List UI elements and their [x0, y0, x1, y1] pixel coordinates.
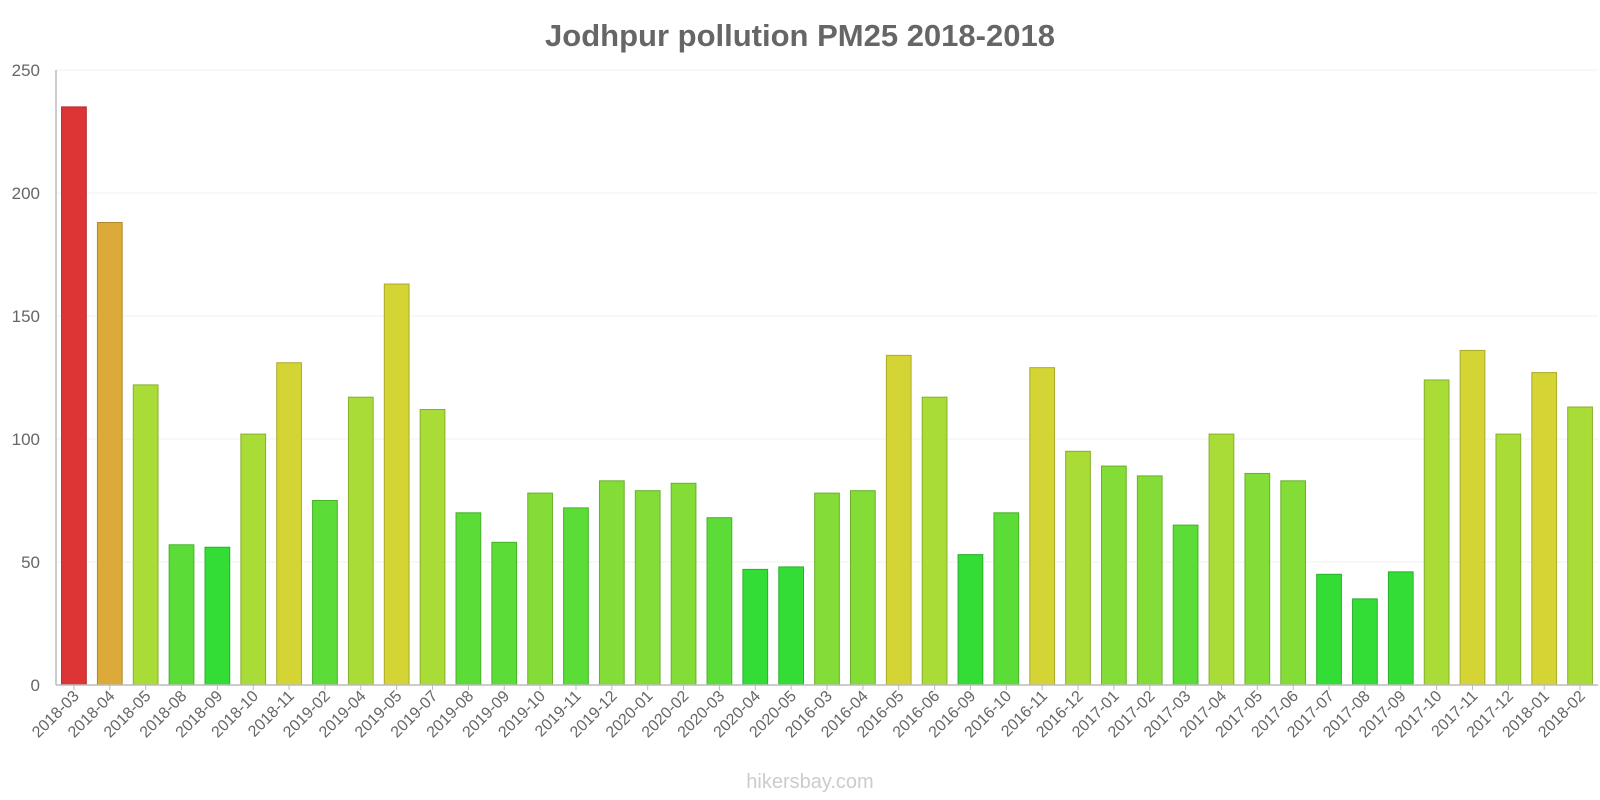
bar-2016-10: [993, 512, 1020, 686]
bar-2019-11: [563, 507, 589, 686]
bar-2017-12: [1495, 433, 1522, 686]
bar-2018-10: [240, 433, 267, 686]
bar-2018-02: [1567, 406, 1593, 686]
bar-2018-11: [276, 362, 302, 686]
bar-2019-02: [312, 500, 338, 686]
bar-2019-12: [598, 480, 625, 686]
credit-text: hikersbay.com: [746, 771, 873, 793]
bar-2017-02: [1136, 475, 1163, 686]
bar-2017-11: [1459, 349, 1486, 686]
bar-2016-11: [1029, 367, 1056, 686]
bar-2017-08: [1352, 598, 1378, 686]
bar-2019-10: [527, 492, 553, 686]
bar-2017-03: [1172, 524, 1199, 686]
bars: [61, 106, 1593, 686]
bar-2019-08: [455, 512, 482, 686]
bar-2016-04: [849, 490, 876, 686]
bar-2017-05: [1244, 472, 1271, 686]
y-axis-ticks: 0 50 100 150 200 250: [12, 61, 40, 695]
bar-2016-05: [885, 354, 912, 686]
bar-2017-07: [1316, 573, 1342, 686]
bar-2018-09: [204, 546, 231, 686]
bar-2019-05: [383, 283, 410, 686]
bar-2017-01: [1101, 465, 1127, 686]
bar-2016-12: [1065, 450, 1091, 686]
bar-2018-08: [168, 544, 195, 686]
gridlines: [56, 69, 1598, 563]
bar-2019-09: [491, 541, 518, 686]
bar-2016-09: [957, 554, 984, 686]
bar-2017-06: [1280, 480, 1307, 686]
y-tick-label: 100: [12, 430, 40, 449]
y-tick-label: 50: [21, 553, 40, 572]
bar-2018-05: [132, 384, 159, 686]
bar-2020-04: [742, 568, 769, 686]
y-tick-label: 0: [31, 676, 40, 695]
bar-2019-04: [347, 396, 374, 686]
bar-2017-09: [1387, 571, 1414, 686]
bar-2018-03: [61, 106, 87, 686]
bar-2018-01: [1531, 372, 1558, 686]
bar-2020-02: [670, 482, 697, 686]
bar-2020-03: [706, 517, 733, 686]
y-tick-label: 150: [12, 307, 40, 326]
chart-title: Jodhpur pollution PM25 2018-2018: [545, 18, 1055, 53]
bar-2020-05: [778, 566, 805, 686]
x-axis-ticks: 2018-032018-042018-052018-082018-092018-…: [29, 685, 1589, 741]
bar-2020-01: [634, 490, 661, 686]
bar-2018-04: [96, 222, 123, 686]
y-tick-label: 250: [12, 61, 40, 80]
bar-2016-06: [921, 396, 948, 686]
bar-2016-03: [814, 492, 840, 686]
bar-2019-07: [419, 408, 446, 686]
y-tick-label: 200: [12, 184, 40, 203]
bar-2017-04: [1208, 433, 1235, 686]
bar-2017-10: [1423, 379, 1450, 686]
